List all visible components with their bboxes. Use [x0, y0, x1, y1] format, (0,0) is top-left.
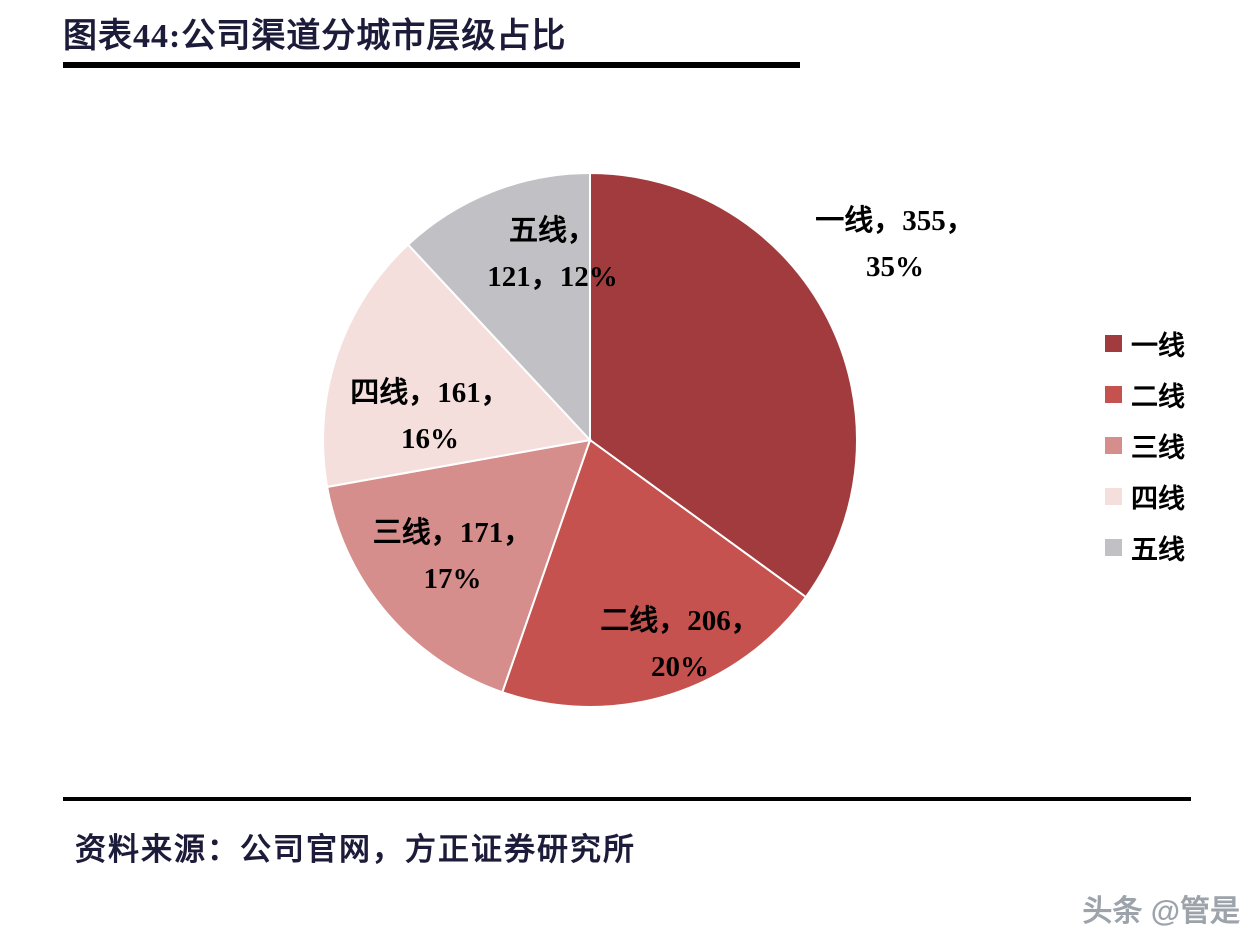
data-label-line: 16% [401, 423, 459, 455]
legend-label: 一线 [1131, 331, 1185, 361]
source-note: 资料来源：公司官网，方正证券研究所 [75, 832, 636, 867]
data-label-tier5: 五线， 121，12% [440, 208, 665, 300]
data-label-line: 20% [651, 651, 709, 683]
legend-label: 三线 [1131, 433, 1185, 463]
legend-swatch [1105, 335, 1122, 352]
pie-chart: 一线，355， 35% 二线，206， 20% 三线，171， 17% 四线，1… [0, 80, 1256, 780]
data-label-line: 17% [423, 563, 482, 595]
data-label-line: 35% [866, 251, 924, 283]
legend-label: 四线 [1131, 484, 1185, 514]
legend-swatch [1105, 488, 1122, 505]
legend-item-2: 二线 [1105, 369, 1185, 420]
pie-slice-二线 [501, 438, 808, 708]
data-label-line: 二线，206， [600, 605, 760, 637]
pie-svg [322, 171, 858, 708]
pie-slice-三线 [325, 438, 592, 694]
data-label-line: 五线， [508, 215, 596, 247]
legend-swatch [1105, 437, 1122, 454]
title-divider [63, 62, 800, 68]
legend-label: 二线 [1131, 382, 1185, 412]
legend-item-1: 一线 [1105, 318, 1185, 369]
data-label-line: 四线，161， [350, 377, 510, 409]
chart-legend: 一线二线三线四线五线 [1105, 318, 1185, 573]
watermark: 头条 @管是 [1082, 895, 1240, 928]
pie-slice-四线 [322, 243, 592, 489]
legend-swatch [1105, 386, 1122, 403]
data-label-line: 三线，171， [372, 517, 533, 549]
data-label-tier4: 四线，161， 16% [310, 370, 550, 462]
data-label-line: 121，12% [487, 261, 618, 293]
data-label-tier2: 二线，206， 20% [545, 598, 815, 690]
legend-item-5: 五线 [1105, 522, 1185, 573]
legend-item-4: 四线 [1105, 471, 1185, 522]
figure-title: 图表44:公司渠道分城市层级占比 [63, 18, 567, 55]
data-label-tier3: 三线，171， 17% [330, 510, 575, 602]
legend-label: 五线 [1131, 535, 1185, 565]
data-label-tier1: 一线，355， 35% [760, 198, 1030, 290]
pie-slice-一线 [589, 171, 858, 599]
legend-item-3: 三线 [1105, 420, 1185, 471]
data-label-line: 一线，355， [815, 205, 975, 237]
legend-swatch [1105, 539, 1122, 556]
source-divider [63, 797, 1191, 801]
pie-slice-五线 [406, 171, 591, 443]
